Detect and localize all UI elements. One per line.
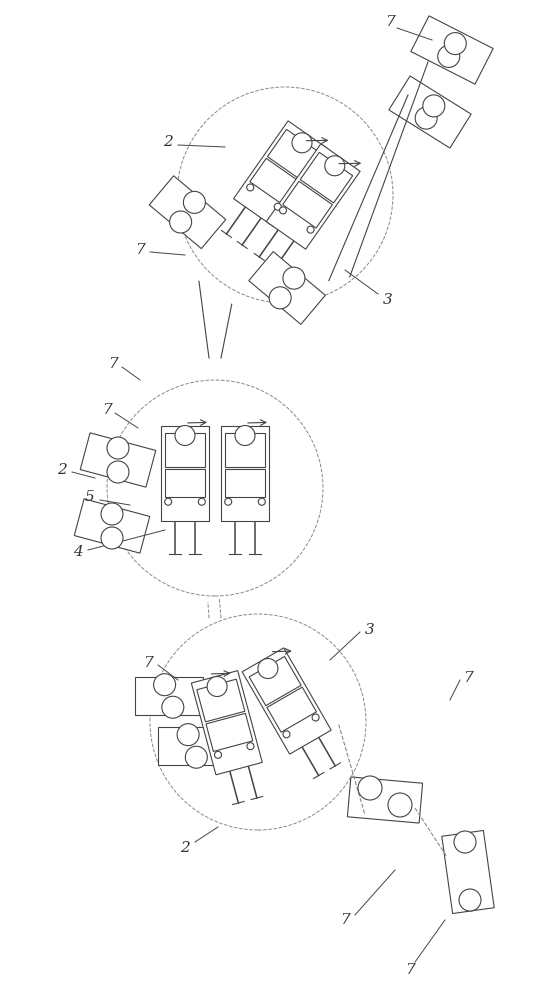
Polygon shape (74, 499, 150, 553)
Circle shape (224, 498, 231, 505)
Circle shape (214, 751, 222, 758)
Text: 2: 2 (57, 463, 67, 477)
Circle shape (423, 95, 445, 117)
Text: 7: 7 (405, 963, 415, 977)
Circle shape (388, 793, 412, 817)
Text: 7: 7 (463, 671, 473, 685)
Polygon shape (80, 433, 156, 487)
Circle shape (101, 503, 123, 525)
Polygon shape (224, 469, 265, 497)
Circle shape (247, 743, 254, 750)
Circle shape (358, 776, 382, 800)
Polygon shape (149, 176, 226, 249)
Polygon shape (135, 677, 202, 715)
Circle shape (258, 659, 278, 679)
Polygon shape (249, 252, 325, 324)
Polygon shape (250, 158, 300, 205)
Text: 3: 3 (383, 293, 393, 307)
Polygon shape (411, 16, 493, 84)
Polygon shape (267, 687, 316, 732)
Polygon shape (442, 830, 494, 914)
Polygon shape (158, 727, 226, 765)
Text: 5: 5 (85, 490, 95, 504)
Polygon shape (234, 121, 328, 226)
Circle shape (198, 498, 205, 505)
Circle shape (283, 267, 305, 289)
Circle shape (107, 437, 129, 459)
Circle shape (185, 746, 207, 768)
Polygon shape (206, 713, 253, 751)
Circle shape (170, 211, 192, 233)
Circle shape (162, 696, 184, 718)
Polygon shape (165, 469, 205, 497)
Text: 3: 3 (365, 623, 375, 637)
Circle shape (258, 498, 265, 505)
Text: 7: 7 (108, 357, 118, 371)
Circle shape (444, 33, 466, 55)
Polygon shape (389, 76, 471, 148)
Polygon shape (161, 426, 209, 520)
Circle shape (415, 107, 437, 129)
Polygon shape (191, 671, 262, 775)
Text: 2: 2 (180, 841, 190, 855)
Circle shape (235, 426, 255, 446)
Circle shape (165, 498, 172, 505)
Circle shape (175, 426, 195, 446)
Circle shape (325, 156, 345, 176)
Circle shape (246, 184, 254, 191)
Polygon shape (300, 152, 353, 203)
Circle shape (438, 45, 460, 67)
Circle shape (274, 203, 281, 210)
Circle shape (177, 724, 199, 746)
Text: 2: 2 (163, 135, 173, 149)
Polygon shape (221, 426, 269, 520)
Circle shape (292, 133, 312, 153)
Circle shape (101, 527, 123, 549)
Circle shape (269, 287, 291, 309)
Polygon shape (266, 144, 360, 249)
Polygon shape (224, 433, 265, 467)
Text: 7: 7 (135, 243, 145, 257)
Text: 7: 7 (385, 15, 395, 29)
Circle shape (454, 831, 476, 853)
Polygon shape (347, 777, 423, 823)
Circle shape (280, 207, 287, 214)
Text: 7: 7 (143, 656, 153, 670)
Polygon shape (282, 181, 332, 228)
Text: 7: 7 (340, 913, 350, 927)
Polygon shape (242, 648, 331, 754)
Polygon shape (249, 656, 301, 706)
Circle shape (207, 677, 227, 697)
Circle shape (312, 714, 319, 721)
Polygon shape (197, 679, 245, 722)
Circle shape (184, 191, 205, 213)
Circle shape (459, 889, 481, 911)
Text: 7: 7 (102, 403, 112, 417)
Polygon shape (165, 433, 205, 467)
Circle shape (107, 461, 129, 483)
Circle shape (154, 674, 176, 696)
Text: 4: 4 (73, 545, 83, 559)
Circle shape (307, 226, 314, 233)
Polygon shape (267, 129, 320, 180)
Circle shape (283, 731, 290, 738)
